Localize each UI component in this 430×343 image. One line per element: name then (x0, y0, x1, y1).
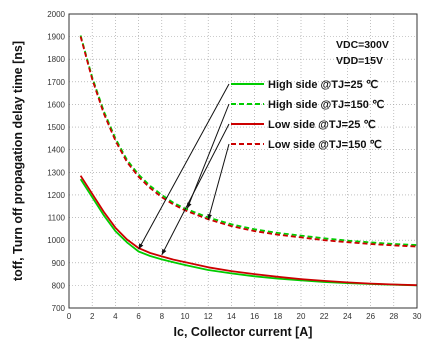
x-tick-label: 24 (343, 312, 352, 321)
x-tick-label: 8 (160, 312, 165, 321)
y-tick-label: 1100 (48, 214, 66, 223)
legend-label-2: High side @TJ=150 ℃ (268, 99, 384, 111)
series-lines (79, 35, 418, 287)
y-axis-label: toff, Turn off propagation delay time [n… (11, 41, 25, 281)
y-tick-label: 1800 (47, 55, 65, 64)
y-tick-label: 900 (52, 259, 66, 268)
series-line-4 (79, 36, 418, 248)
y-tick-label: 1000 (47, 236, 65, 245)
arrow-low-25 (161, 123, 230, 256)
legend: High side @TJ=25 ℃ High side @TJ=150 ℃ Low… (231, 79, 384, 151)
y-tick-label: 800 (52, 281, 66, 290)
plot-area (69, 14, 417, 308)
arrow-high-25-head (138, 243, 144, 250)
x-tick-label: 2 (90, 312, 95, 321)
y-tick-label: 1200 (47, 191, 65, 200)
plot-frame (68, 13, 418, 309)
annotation-vdd: VDD=15V (336, 55, 383, 67)
annotation-vdc: VDC=300V (336, 39, 389, 51)
x-tick-label: 22 (320, 312, 329, 321)
series-line-2 (79, 35, 418, 246)
x-tick-label: 18 (273, 312, 282, 321)
x-tick-label: 14 (227, 312, 236, 321)
arrow-low-150-head (207, 213, 212, 220)
arrow-high-25 (138, 83, 230, 250)
x-tick-label: 10 (181, 312, 190, 321)
arrows (138, 83, 230, 256)
legend-label-3: Low side @TJ=25 ℃ (268, 119, 376, 131)
x-tick-label: 30 (413, 312, 422, 321)
y-tick-label: 1500 (47, 123, 65, 132)
x-tick-label: 0 (67, 312, 72, 321)
x-tick-label: 4 (113, 312, 118, 321)
legend-label-1: High side @TJ=25 ℃ (268, 79, 378, 91)
x-tick-label: 26 (366, 312, 375, 321)
x-tick-label: 28 (389, 312, 398, 321)
y-tick-label: 700 (52, 304, 66, 313)
y-tick-label: 1400 (47, 146, 65, 155)
x-tick-label: 16 (250, 312, 259, 321)
arrow-low-150 (207, 143, 230, 220)
y-tick-label: 1600 (47, 100, 65, 109)
x-tick-labels: 0 2 4 6 8 10 12 14 16 18 20 22 24 26 28 30 (67, 312, 422, 321)
legend-label-4: Low side @TJ=150 ℃ (268, 139, 382, 151)
series-line-3 (79, 175, 418, 287)
x-tick-label: 6 (136, 312, 141, 321)
y-tick-labels: 700 800 900 1000 1100 1200 1300 1400 1500 1600 170… (47, 10, 65, 313)
x-tick-label: 20 (297, 312, 306, 321)
arrow-low-25-head (161, 248, 167, 255)
y-tick-label: 1900 (47, 33, 65, 42)
y-tick-label: 2000 (47, 10, 65, 19)
y-tick-label: 1300 (47, 168, 65, 177)
x-tick-label: 12 (204, 312, 213, 321)
x-axis-label: Ic, Collector current [A] (174, 325, 313, 339)
y-tick-label: 1700 (47, 78, 65, 87)
